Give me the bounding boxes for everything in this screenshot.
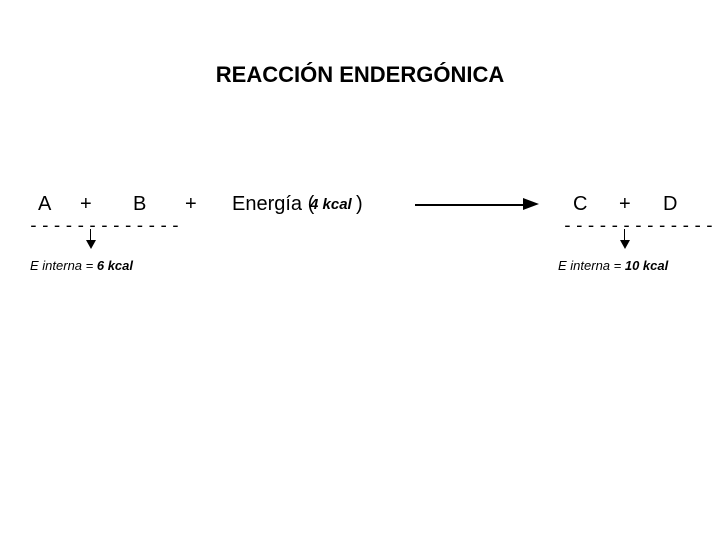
left-brace-arrow-icon: [86, 240, 96, 249]
left-brace-dashes: -------------: [28, 215, 182, 236]
energy-value: 4 kcal: [310, 196, 352, 213]
plus-products: +: [619, 193, 631, 216]
right-brace-arrow-icon: [620, 240, 630, 249]
product-c: C: [573, 193, 587, 216]
left-einterna-value: 6 kcal: [97, 258, 133, 273]
right-internal-energy: E interna = 10 kcal: [558, 258, 668, 273]
diagram-title: REACCIÓN ENDERGÓNICA: [0, 62, 720, 88]
right-brace-dashes: -------------: [562, 215, 716, 236]
right-einterna-value: 10 kcal: [625, 258, 668, 273]
plus-1: +: [80, 193, 92, 216]
left-internal-energy: E interna = 6 kcal: [30, 258, 133, 273]
right-einterna-prefix: E interna =: [558, 258, 625, 273]
reactant-a: A: [38, 193, 51, 216]
left-einterna-prefix: E interna =: [30, 258, 97, 273]
reaction-arrow-head-icon: [523, 198, 539, 210]
energy-label: Energía (: [232, 193, 314, 216]
energy-close-paren: ): [356, 193, 363, 216]
reaction-arrow-line: [415, 204, 525, 206]
reactant-b: B: [133, 193, 146, 216]
product-d: D: [663, 193, 677, 216]
plus-2: +: [185, 193, 197, 216]
